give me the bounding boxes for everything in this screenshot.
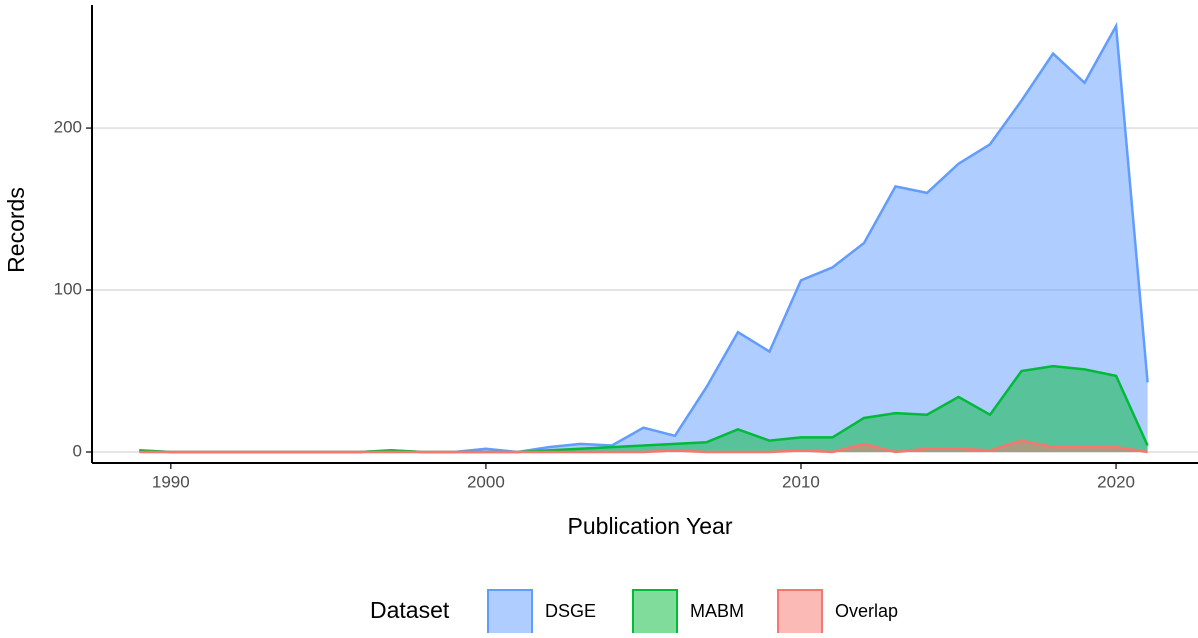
y-tick-label: 0 — [73, 441, 82, 460]
y-tick-label: 100 — [54, 280, 82, 299]
area — [139, 26, 1148, 452]
x-tick-label: 2020 — [1097, 472, 1135, 491]
legend-key — [632, 589, 678, 635]
area — [139, 366, 1148, 452]
y-tick-label: 200 — [54, 118, 82, 137]
legend-title: Dataset — [370, 597, 450, 623]
x-tick-label: 1990 — [152, 472, 190, 491]
area — [139, 440, 1148, 452]
area-line — [139, 439, 1148, 454]
legend-label: MABM — [690, 601, 744, 621]
x-tick-label: 2010 — [782, 472, 820, 491]
x-tick-label: 2000 — [467, 472, 505, 491]
legend-key — [777, 589, 823, 635]
legend-label: DSGE — [545, 601, 596, 621]
legend-key — [487, 589, 533, 635]
x-axis-title: Publication Year — [568, 513, 733, 539]
y-axis-title: Records — [3, 187, 29, 273]
legend-label: Overlap — [835, 601, 898, 621]
